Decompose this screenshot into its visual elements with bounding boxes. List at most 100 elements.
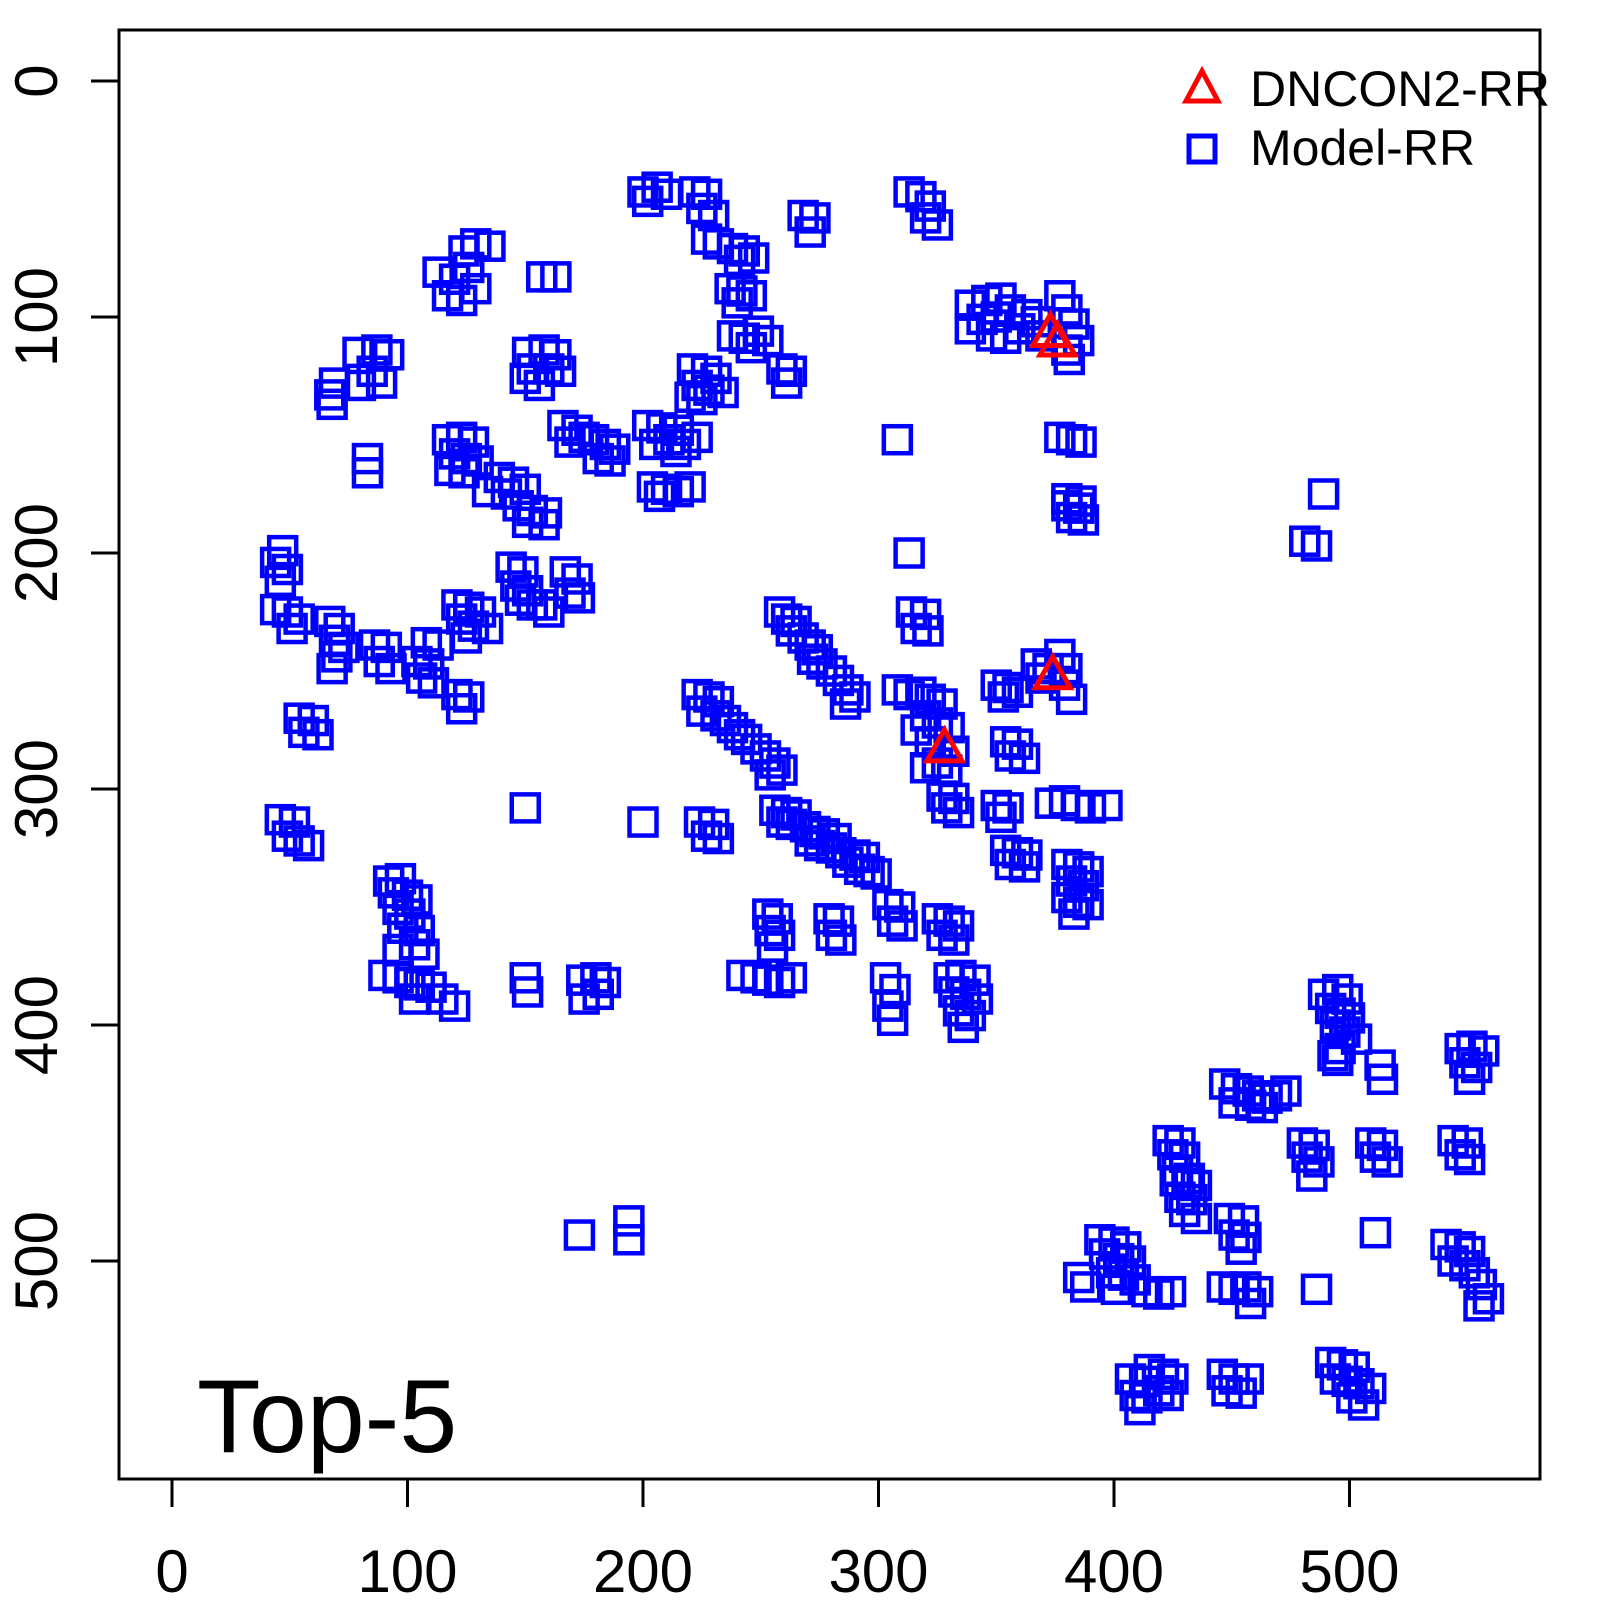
model-rr-point	[1444, 1139, 1476, 1171]
model-rr-point	[886, 910, 918, 942]
model-rr-point	[394, 966, 426, 999]
model-rr-point	[1008, 742, 1041, 775]
model-rr-point	[1371, 1146, 1403, 1178]
legend: DNCON2-RR Model-RR	[1181, 61, 1550, 176]
model-rr-point	[445, 693, 478, 725]
x-tick-label: 400	[1064, 1538, 1164, 1600]
model-rr-point	[1270, 1075, 1302, 1107]
model-rr-point	[912, 615, 944, 647]
model-rr-point	[1147, 1358, 1180, 1391]
model-rr-point	[316, 652, 348, 685]
legend-label-model: Model-RR	[1250, 120, 1475, 176]
model-rr-point	[1067, 504, 1100, 536]
model-rr-point	[754, 914, 786, 947]
model-rr-point	[876, 905, 909, 937]
model-rr-point	[1246, 1091, 1279, 1124]
model-rr-point	[1152, 1379, 1184, 1412]
model-rr-point	[766, 806, 798, 838]
model-rr-point	[853, 855, 885, 888]
x-tick-label: 0	[155, 1538, 188, 1600]
model-rr-point	[1463, 1290, 1495, 1322]
model-rr-point	[627, 806, 659, 838]
model-rr-point	[938, 924, 970, 956]
model-rr-point	[893, 537, 925, 569]
model-rr-point	[1317, 1039, 1349, 1072]
y-tick-label: 500	[3, 1211, 70, 1311]
model-rr-point	[1307, 478, 1340, 510]
model-rr-point	[735, 331, 768, 364]
model-rr-point	[815, 655, 848, 687]
x-tick-label: 100	[357, 1538, 457, 1600]
model-rr-point	[533, 596, 565, 628]
model-rr-point	[528, 508, 560, 541]
model-rr-point	[509, 362, 541, 395]
model-rr-point	[992, 792, 1024, 824]
model-rr-point	[921, 209, 954, 241]
x-tick-label: 300	[828, 1538, 928, 1600]
x-tick-label: 500	[1299, 1538, 1399, 1600]
model-rr-point	[1366, 1063, 1399, 1096]
model-rr-point	[843, 853, 876, 885]
model-rr-point	[879, 973, 911, 1006]
model-rr-point	[1300, 530, 1333, 562]
model-rr-point	[471, 612, 504, 645]
model-rr-point	[1321, 1044, 1354, 1077]
model-rr-point	[471, 475, 504, 508]
model-rr-point	[1449, 1249, 1481, 1282]
model-rr-point	[525, 589, 558, 621]
model-rr-point	[292, 829, 325, 862]
model-rr-point	[283, 603, 315, 635]
model-rr-point	[639, 428, 671, 461]
model-rr-point	[1354, 1372, 1387, 1405]
model-rr-point	[452, 251, 485, 284]
model-rr-point	[1074, 792, 1107, 824]
model-rr-point	[754, 759, 786, 791]
model-rr-point	[631, 185, 664, 218]
model-rr-point	[822, 664, 855, 697]
model-rr-point	[1065, 426, 1097, 458]
model-rr-point	[794, 825, 826, 857]
model-rr-point	[398, 929, 431, 961]
model-rr-point	[1340, 1023, 1373, 1055]
model-rr-point	[1058, 898, 1090, 930]
y-tick-label: 0	[3, 64, 70, 97]
model-rr-point	[1300, 1273, 1333, 1306]
model-rr-point	[643, 480, 676, 513]
model-rr-point	[728, 235, 761, 267]
model-rr-point	[742, 315, 775, 347]
model-rr-point	[1347, 1389, 1380, 1421]
model-rr-point	[582, 978, 615, 1011]
data-points	[259, 171, 1505, 1426]
dncon2-rr-point	[922, 724, 967, 764]
model-rr-point	[686, 383, 718, 416]
plot-title: Top-5	[197, 1359, 457, 1475]
model-rr-point	[989, 322, 1022, 354]
model-rr-point	[450, 622, 483, 654]
model-rr-point	[829, 688, 862, 720]
model-rr-point	[563, 582, 596, 614]
model-rr-point	[445, 284, 478, 317]
model-rr-point	[756, 931, 789, 963]
triangle-icon	[1181, 65, 1223, 104]
model-rr-point	[351, 457, 384, 489]
model-rr-point	[860, 858, 892, 890]
model-rr-point	[947, 1011, 980, 1044]
y-tick-label: 200	[3, 503, 70, 603]
model-rr-point	[1251, 1082, 1283, 1114]
y-tick-label: 400	[3, 975, 70, 1075]
model-rr-point	[876, 1004, 909, 1037]
model-rr-point	[987, 681, 1020, 713]
dncon2-rr-point	[1035, 318, 1080, 358]
x-tick-label: 200	[593, 1538, 693, 1600]
model-rr-point	[1234, 1287, 1267, 1320]
model-rr-point	[283, 825, 315, 857]
y-axis-ticks: 0 100 200 300 400 500	[3, 64, 119, 1311]
model-rr-point	[511, 976, 544, 1008]
model-rr-point	[1225, 1377, 1257, 1409]
model-rr-point	[674, 471, 706, 503]
model-rr-point	[707, 376, 739, 409]
model-rr-point	[613, 1205, 645, 1237]
model-rr-point	[314, 379, 346, 411]
model-rr-point	[365, 367, 398, 399]
